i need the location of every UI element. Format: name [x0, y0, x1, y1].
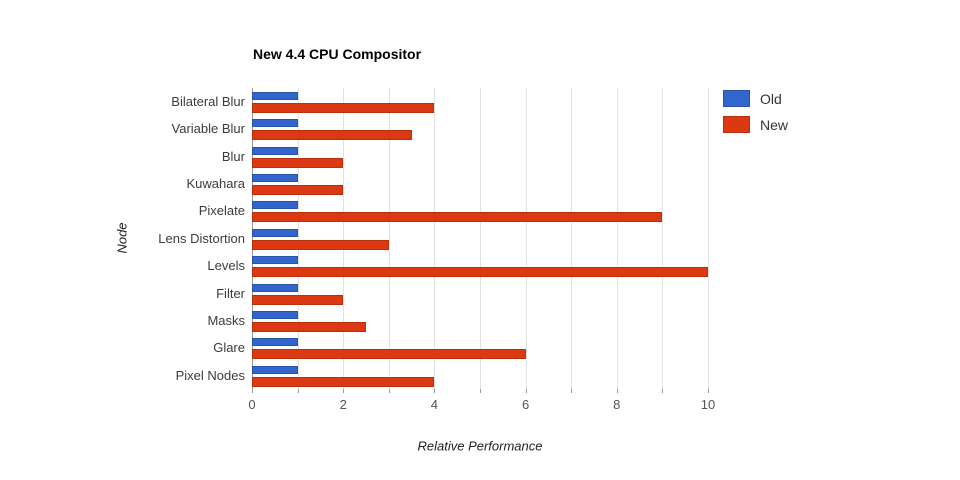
bar-new: [252, 376, 435, 387]
y-axis-title: Node: [114, 222, 130, 254]
x-tick-mark: [708, 389, 709, 393]
x-tick-mark: [571, 389, 573, 393]
gridline: [297, 88, 299, 389]
category-label: Glare: [213, 340, 245, 356]
category-label: Pixel Nodes: [175, 367, 245, 383]
x-tick-mark: [434, 389, 436, 393]
bar-row: [252, 362, 708, 389]
bar-new: [252, 130, 412, 141]
legend-item-old: Old: [723, 90, 788, 107]
bar-row: [252, 252, 708, 279]
x-tick-mark: [297, 389, 299, 393]
gridline: [708, 88, 709, 389]
gridline: [616, 88, 618, 389]
gridline: [434, 88, 436, 389]
x-tick-mark: [343, 389, 345, 393]
gridline: [525, 88, 527, 389]
category-label: Masks: [207, 312, 245, 328]
x-tick-mark: [252, 389, 253, 393]
bar-new: [252, 157, 344, 168]
bar-old: [252, 228, 298, 237]
legend: Old New: [723, 90, 788, 142]
plot-area: [252, 88, 709, 389]
x-tick-mark: [388, 389, 390, 393]
x-tick-label: 8: [613, 397, 621, 412]
x-tick-label: 0: [248, 397, 256, 412]
bar-new: [252, 185, 344, 196]
x-tick-label: 10: [700, 397, 716, 412]
x-tick-label: 4: [430, 397, 439, 412]
category-label: Bilateral Blur: [171, 94, 245, 109]
bar-old: [252, 119, 298, 128]
gridline: [343, 88, 345, 389]
category-label: Lens Distortion: [158, 230, 245, 246]
bar-new: [252, 321, 366, 332]
bar-row: [252, 334, 708, 361]
legend-label: New: [760, 116, 789, 133]
x-tick-label: 6: [521, 397, 530, 412]
gridline: [662, 88, 664, 389]
category-label: Pixelate: [198, 203, 245, 219]
bar-new: [252, 294, 344, 305]
bar-old: [252, 92, 298, 100]
bar-new: [252, 349, 526, 360]
bar-row: [252, 225, 708, 252]
legend-swatch-new: [723, 116, 750, 133]
bar-new: [252, 267, 708, 278]
bar-old: [252, 201, 298, 210]
bar-new: [252, 212, 663, 223]
x-axis-title: Relative Performance: [417, 438, 543, 454]
legend-label: Old: [760, 90, 782, 107]
x-tick-mark: [662, 389, 664, 393]
category-label: Variable Blur: [171, 121, 245, 137]
bar-new: [252, 103, 435, 113]
gridline: [480, 88, 481, 389]
bar-row: [252, 170, 708, 197]
bar-old: [252, 283, 298, 292]
y-axis-line: [252, 88, 253, 389]
bar-old: [252, 365, 298, 374]
category-label: Blur: [221, 148, 245, 164]
x-tick-mark: [480, 389, 481, 393]
legend-item-new: New: [723, 116, 788, 133]
bar-new: [252, 239, 389, 250]
bar-old: [252, 338, 298, 347]
bar-old: [252, 146, 298, 155]
bar-row: [252, 280, 708, 307]
bar-row: [252, 307, 708, 334]
gridline: [388, 88, 390, 389]
category-label: Kuwahara: [186, 176, 245, 192]
bar-row: [252, 88, 708, 115]
gridline: [571, 88, 573, 389]
x-tick-mark: [616, 389, 618, 393]
x-axis-tick-labels: 0 2 4 6 8 10: [248, 397, 715, 413]
bar-row: [252, 143, 708, 170]
category-label: Filter: [216, 285, 245, 301]
chart-title: New 4.4 CPU Compositor: [253, 46, 422, 62]
bar-old: [252, 310, 298, 319]
category-axis-labels: Bilateral Blur Variable Blur Blur Kuwahara P…: [0, 88, 245, 389]
bar-old: [252, 256, 298, 265]
legend-swatch-old: [723, 90, 750, 107]
x-axis-tick-marks: [252, 389, 709, 393]
x-tick-mark: [525, 389, 527, 393]
bar-row: [252, 115, 708, 142]
x-tick-label: 2: [339, 397, 347, 412]
category-label: Levels: [207, 258, 245, 274]
bar-old: [252, 174, 298, 183]
bar-row: [252, 197, 708, 224]
